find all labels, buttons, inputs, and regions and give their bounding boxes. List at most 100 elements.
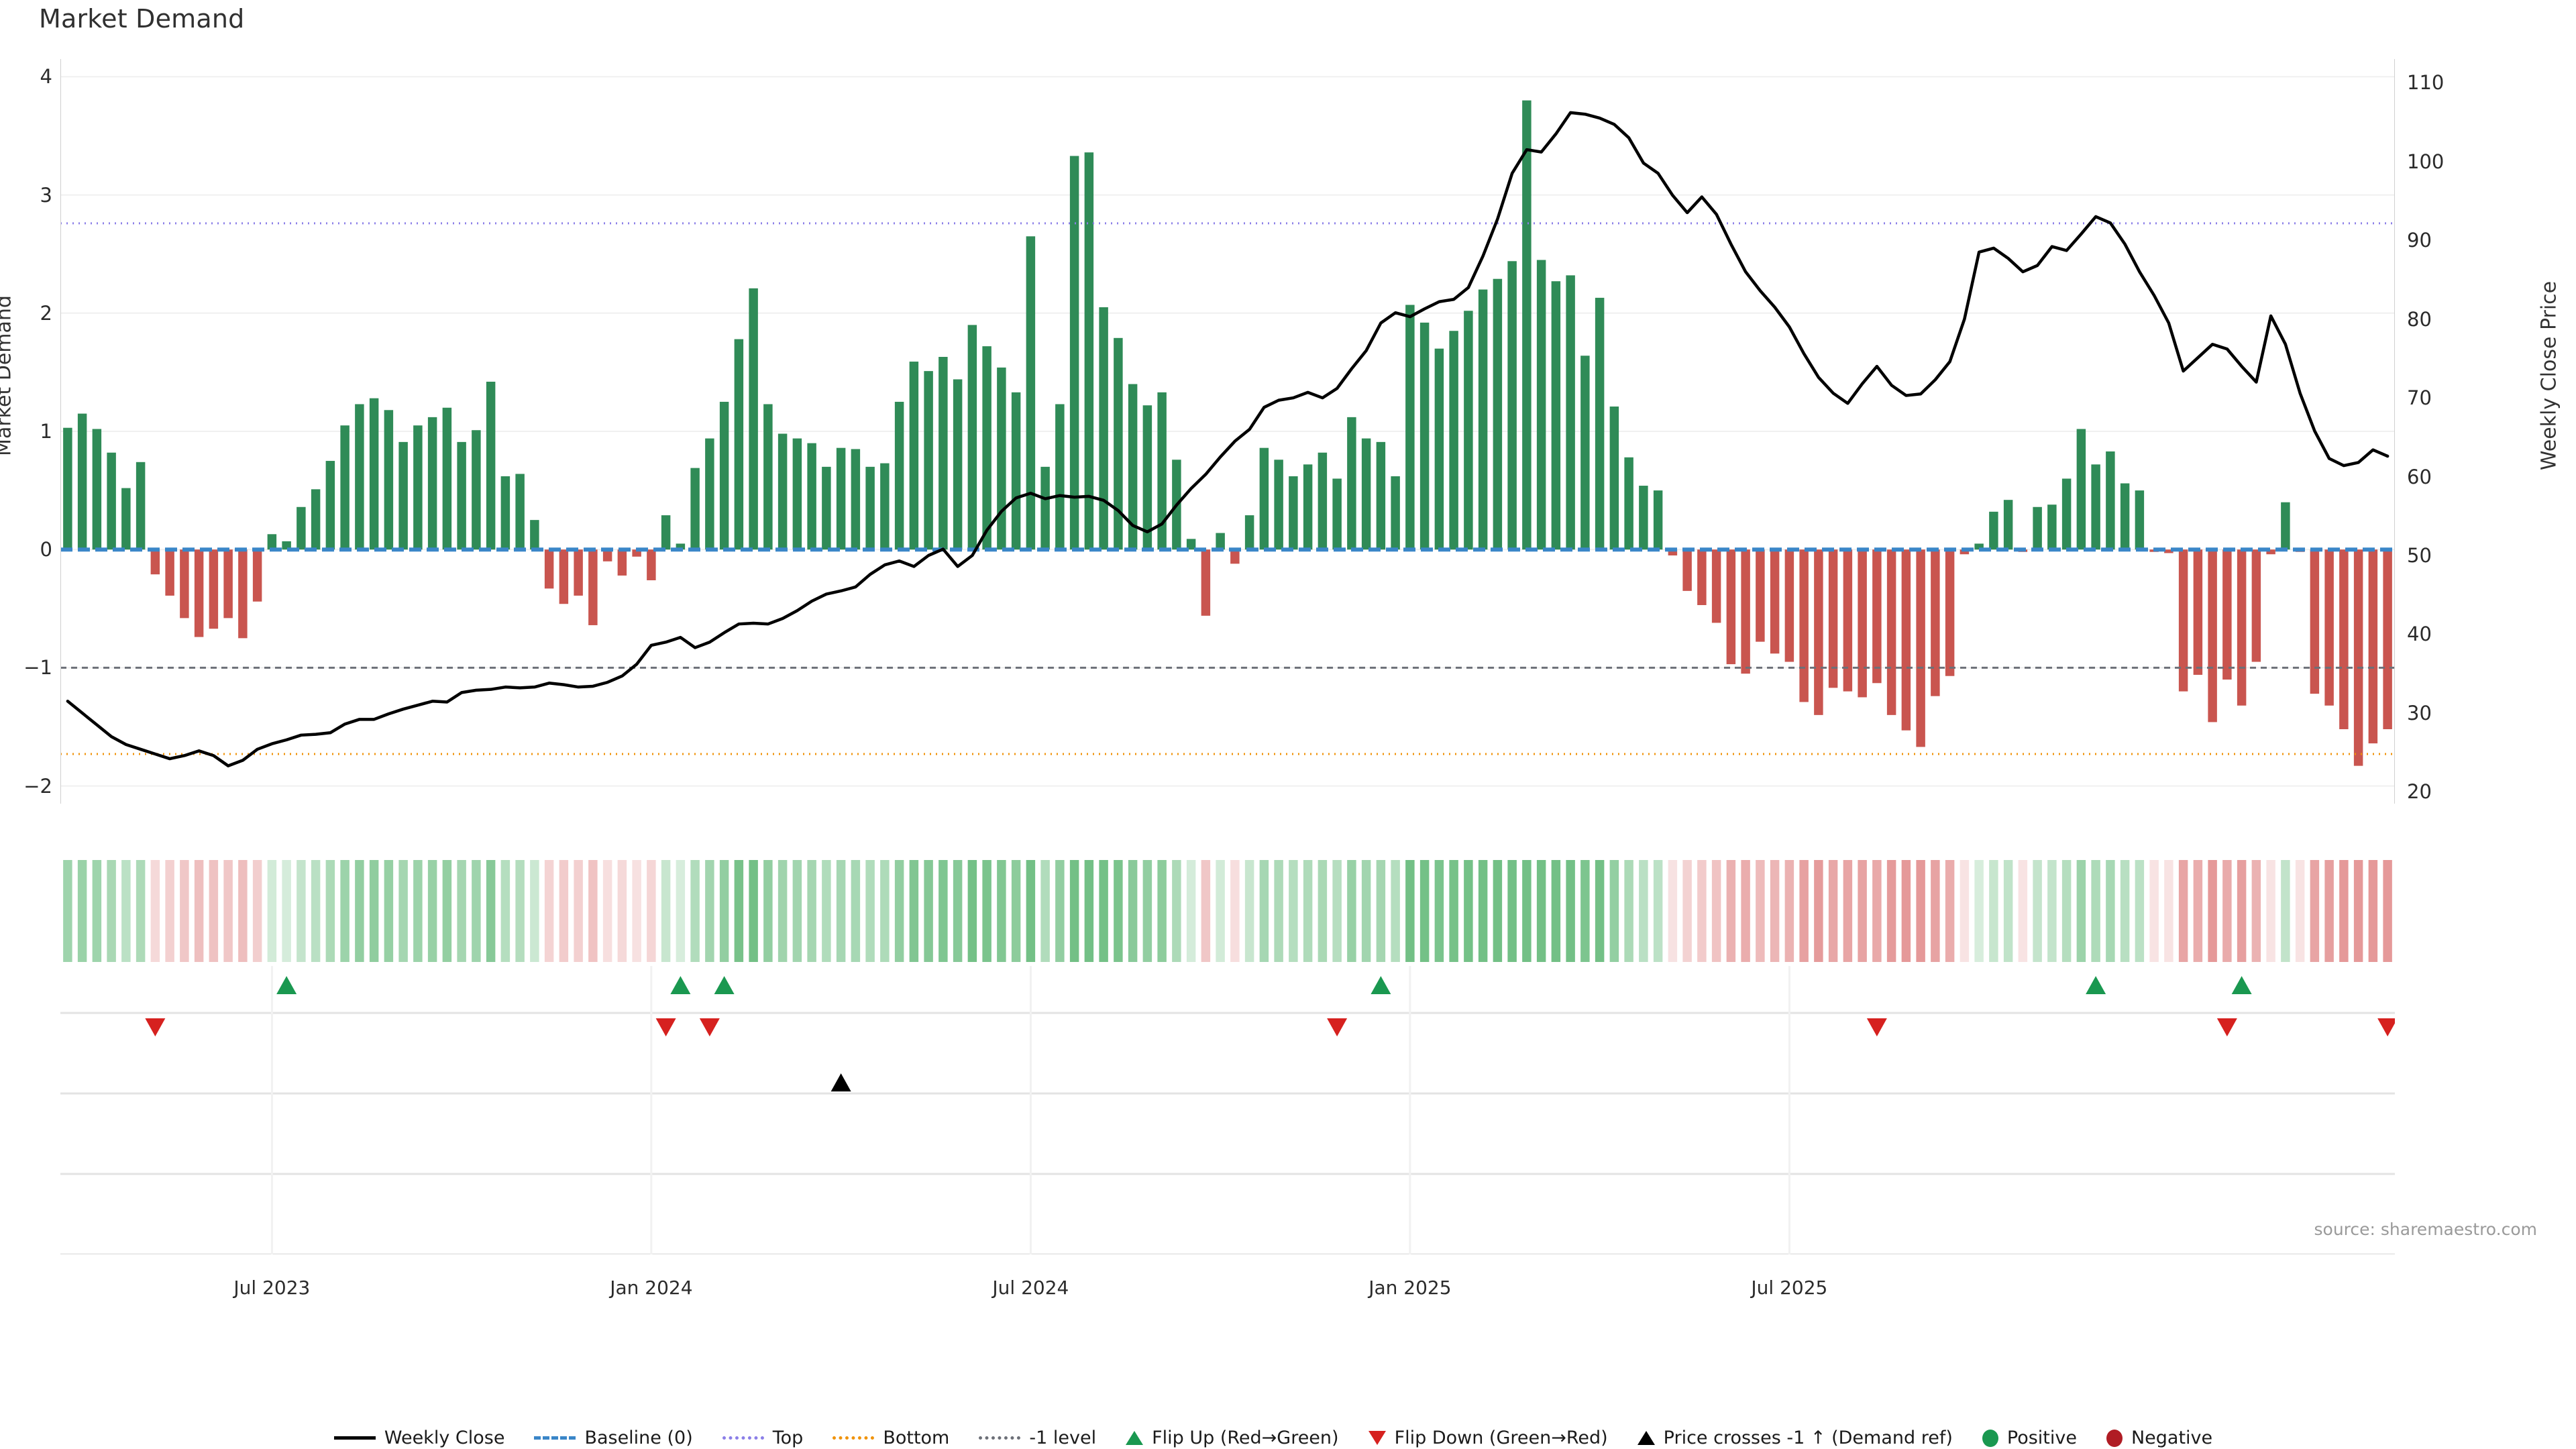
heat-cell <box>559 860 569 962</box>
flip-down-marker[interactable] <box>1866 1018 1887 1036</box>
heat-cell <box>2266 860 2275 962</box>
flip-up-marker[interactable] <box>670 976 691 994</box>
heat-cell <box>1886 860 1896 962</box>
heat-cell <box>647 860 656 962</box>
flip-down-marker[interactable] <box>655 1018 676 1036</box>
flip-up-marker[interactable] <box>714 976 735 994</box>
heat-cell <box>2033 860 2042 962</box>
heat-cell <box>136 860 146 962</box>
heat-cell <box>297 860 306 962</box>
heat-cell <box>427 860 437 962</box>
heat-cell <box>749 860 758 962</box>
flip-down-marker[interactable] <box>2216 1018 2237 1036</box>
heat-cell <box>472 860 481 962</box>
heat-cell <box>180 860 189 962</box>
x-tick: Jul 2025 <box>1751 1277 1828 1299</box>
legend-item-top[interactable]: Top <box>722 1428 803 1448</box>
heat-cell <box>1318 860 1328 962</box>
chart-title: Market Demand <box>39 4 245 34</box>
y-tick-right: 20 <box>2407 780 2432 804</box>
heat-cell <box>267 860 277 962</box>
heat-cell <box>1493 860 1503 962</box>
heat-cell <box>763 860 773 962</box>
heat-cell <box>1419 860 1430 962</box>
heat-cell <box>574 860 583 962</box>
legend-label: Negative <box>2131 1428 2213 1448</box>
legend-item-baseline[interactable]: Baseline (0) <box>534 1428 693 1448</box>
heat-cell <box>1756 860 1765 962</box>
heat-cell <box>2281 860 2290 962</box>
heat-cell <box>1960 860 1970 962</box>
flip-up-marker[interactable] <box>2086 976 2106 994</box>
legend-item-bottom[interactable]: Bottom <box>833 1428 949 1448</box>
heat-cell <box>2149 860 2159 962</box>
heat-cell <box>1551 860 1561 962</box>
heat-cell <box>500 860 511 962</box>
heat-cell <box>2193 860 2203 962</box>
heat-cell <box>1799 860 1809 962</box>
flip-down-marker[interactable] <box>699 1018 720 1036</box>
heat-cell <box>1303 860 1313 962</box>
heat-cell <box>1784 860 1794 962</box>
heat-cell <box>1464 860 1473 962</box>
legend-item-minus-one-level[interactable]: -1 level <box>979 1428 1096 1448</box>
heat-cell <box>282 860 291 962</box>
heat-cell <box>2339 860 2349 962</box>
heat-cell <box>602 860 612 962</box>
heat-cell <box>617 860 627 962</box>
heat-cell <box>1157 860 1167 962</box>
heat-cell <box>194 860 204 962</box>
baseline-line-icon <box>534 1436 576 1440</box>
heat-cell <box>719 860 729 962</box>
heat-cell <box>982 860 991 962</box>
legend-item-flip-up[interactable]: Flip Up (Red→Green) <box>1126 1428 1339 1448</box>
signal-markers-panel <box>60 966 2500 1256</box>
heat-cell <box>486 860 496 962</box>
legend-item-price-crosses[interactable]: Price crosses -1 ↑ (Demand ref) <box>1637 1428 1953 1448</box>
heat-cell <box>1478 860 1488 962</box>
flip-up-marker[interactable] <box>1371 976 1391 994</box>
heat-cell <box>1566 860 1575 962</box>
chart-legend: Weekly Close Baseline (0) Top Bottom -1 leve… <box>0 1428 2576 1448</box>
legend-item-positive[interactable]: Positive <box>1982 1428 2077 1448</box>
y-tick-right: 110 <box>2407 71 2445 95</box>
legend-item-negative[interactable]: Negative <box>2106 1428 2212 1448</box>
flip-up-marker[interactable] <box>2231 976 2252 994</box>
heat-cell <box>1945 860 1955 962</box>
heat-cell <box>2018 860 2028 962</box>
flip-down-marker[interactable] <box>1327 1018 1348 1036</box>
heat-cell <box>1259 860 1269 962</box>
legend-label: Bottom <box>883 1428 950 1448</box>
y-tick-right: 60 <box>2407 465 2432 488</box>
flip-down-marker[interactable] <box>145 1018 166 1036</box>
bottom-line-icon <box>833 1436 875 1440</box>
flip-down-marker[interactable] <box>2377 1018 2398 1036</box>
heat-cell <box>1770 860 1780 962</box>
heat-cell <box>77 860 87 962</box>
heat-cell <box>1828 860 1838 962</box>
x-tick: Jan 2025 <box>1368 1277 1452 1299</box>
heat-cell <box>1901 860 1911 962</box>
heat-cell <box>1974 860 1984 962</box>
flip-up-marker[interactable] <box>276 976 297 994</box>
heat-cell <box>836 860 846 962</box>
price-cross-marker[interactable] <box>830 1073 851 1091</box>
legend-item-flip-down[interactable]: Flip Down (Green→Red) <box>1368 1428 1608 1448</box>
heat-cell <box>909 860 919 962</box>
heat-cell <box>1931 860 1940 962</box>
heat-cell <box>1055 860 1065 962</box>
heat-cell <box>1128 860 1138 962</box>
heat-cell <box>1230 860 1240 962</box>
heat-cell <box>515 860 525 962</box>
legend-item-weekly-close[interactable]: Weekly Close <box>333 1428 504 1448</box>
y-tick-right: 40 <box>2407 623 2432 646</box>
y-tick-left: −2 <box>23 774 52 798</box>
heat-cell <box>1011 860 1021 962</box>
heat-cell <box>1449 860 1458 962</box>
heat-cell <box>1026 860 1036 962</box>
heat-cell <box>2237 860 2247 962</box>
heat-cell <box>690 860 700 962</box>
triangle-up-icon <box>1126 1431 1144 1445</box>
heat-cell <box>2003 860 2013 962</box>
heat-cell <box>355 860 364 962</box>
